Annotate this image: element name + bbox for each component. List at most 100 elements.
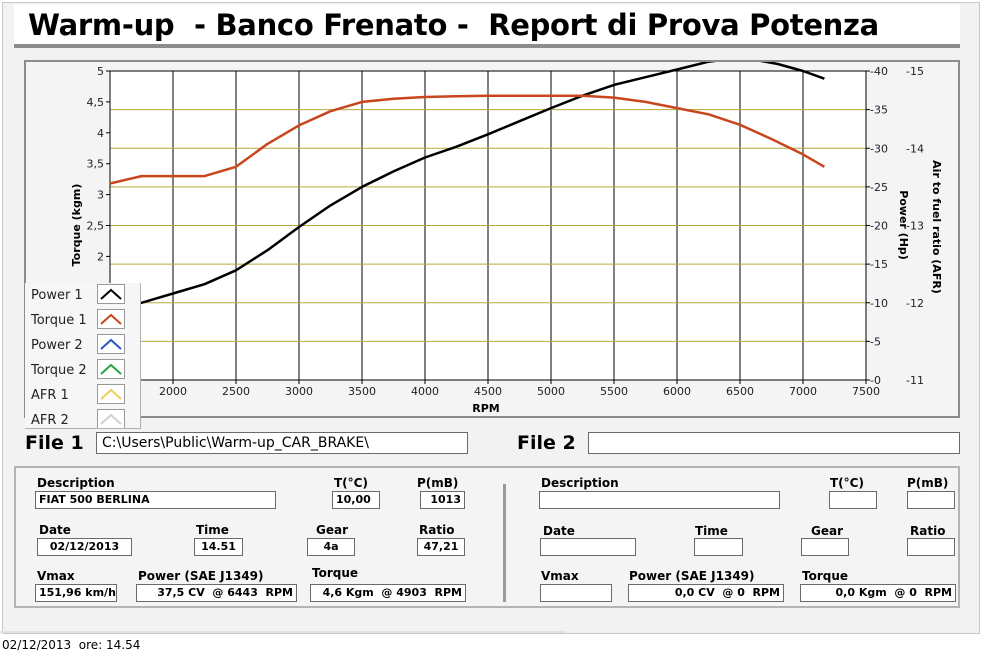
t2-time-field[interactable] [694, 538, 743, 556]
rpm-tick-label: 3500 [348, 385, 376, 398]
power-tick-label: -25 [870, 181, 888, 194]
rpm-tick-label: 3000 [285, 385, 313, 398]
legend-item-torque-2[interactable]: Torque 2 [25, 358, 140, 383]
torque-axis-title: Torque (kgm) [70, 184, 83, 267]
t2-ratio-field[interactable] [907, 538, 955, 556]
afr-tick-label: -12 [906, 297, 924, 310]
power-axis-ticks: -0 -5 -10 -15 -20 -25 -30 -35 -40 [866, 65, 888, 387]
t1-torque-field[interactable]: 4,6 Kgm @ 4903 RPM [310, 584, 466, 602]
rpm-tick-label: 4000 [411, 385, 439, 398]
legend-swatch-power-2 [97, 334, 125, 354]
t1-ratio-label: Ratio [419, 523, 455, 537]
t1-date-field[interactable]: 02/12/2013 [37, 538, 132, 556]
power-tick-label: -5 [870, 335, 881, 348]
t2-pressure-label: P(mB) [907, 476, 949, 490]
torque-tick-label: 3 [97, 189, 104, 202]
t1-pressure-label: P(mB) [417, 476, 459, 490]
rpm-axis-ticks: 2000 2500 3000 3500 4000 4500 5000 5500 6000 6500… [159, 380, 880, 398]
legend-item-torque-1[interactable]: Torque 1 [25, 308, 140, 333]
t1-temperature-label: T(°C) [334, 476, 368, 490]
t2-torque-label: Torque [802, 569, 849, 583]
power-tick-label: -30 [870, 142, 888, 155]
t2-date-label: Date [543, 524, 575, 538]
chart-legend: Power 1 Torque 1 Power 2 Torque 2 AFR 1 … [25, 283, 141, 429]
file1-label: File 1 [25, 432, 84, 454]
legend-label: AFR 1 [31, 388, 69, 403]
t2-time-label: Time [695, 524, 728, 538]
afr-axis-title: Air to fuel ratio (AFR) [930, 160, 943, 294]
legend-swatch-power-1 [97, 284, 125, 304]
t2-date-field[interactable] [540, 538, 636, 556]
afr-tick-label: -15 [906, 65, 924, 78]
dyno-chart: 11,522,533,544,55 -0-5-10-15-20-25-30-35… [70, 62, 943, 415]
afr-tick-label: -13 [906, 220, 924, 233]
t1-description-field[interactable]: FIAT 500 BERLINA [35, 491, 276, 509]
chart-panel: 11,522,533,544,55 -0-5-10-15-20-25-30-35… [24, 60, 960, 418]
rpm-tick-label: 2000 [159, 385, 187, 398]
series-line-power-1 [109, 62, 825, 312]
power-tick-label: -10 [870, 297, 888, 310]
legend-item-afr-1[interactable]: AFR 1 [25, 383, 140, 408]
x-axis-title: RPM [472, 402, 499, 415]
legend-label: Torque 1 [31, 313, 87, 328]
legend-item-power-1[interactable]: Power 1 [25, 283, 140, 308]
rpm-tick-label: 7000 [789, 385, 817, 398]
legend-label: Torque 2 [31, 363, 87, 378]
file2-path-field[interactable] [588, 432, 960, 454]
t2-vmax-field[interactable] [540, 584, 612, 602]
t2-description-field[interactable] [539, 491, 780, 509]
print-timestamp: 02/12/2013 ore: 14.54 [2, 638, 141, 652]
t1-vmax-label: Vmax [37, 569, 75, 583]
t2-gear-label: Gear [811, 524, 844, 538]
legend-swatch-afr-2 [97, 409, 125, 428]
legend-swatch-afr-1 [97, 384, 125, 404]
t2-description-label: Description [541, 476, 619, 490]
legend-label: Power 2 [31, 338, 83, 353]
t2-vmax-label: Vmax [541, 569, 579, 583]
torque-tick-label: 3,5 [87, 158, 105, 171]
t1-date-label: Date [39, 523, 71, 537]
horizontal-gridlines [110, 109, 866, 342]
t2-temperature-field[interactable] [829, 491, 877, 509]
t1-description-label: Description [37, 476, 115, 490]
t1-ratio-field[interactable]: 47,21 [417, 538, 465, 556]
rpm-tick-label: 2500 [222, 385, 250, 398]
t1-vmax-field[interactable]: 151,96 km/h [35, 584, 117, 602]
title-bar [14, 4, 960, 46]
series-line-torque-1 [109, 94, 826, 185]
rpm-tick-label: 5000 [537, 385, 565, 398]
afr-tick-label: -11 [906, 374, 924, 387]
legend-swatch-torque-2 [97, 359, 125, 379]
power-tick-label: -15 [870, 258, 888, 271]
legend-item-power-2[interactable]: Power 2 [25, 333, 140, 358]
title-underline [14, 44, 960, 48]
power-tick-label: -40 [870, 65, 888, 78]
t1-torque-label: Torque [312, 566, 359, 580]
afr-axis-ticks: -11 -12 -13 -14 -15 [906, 65, 924, 387]
torque-tick-label: 2 [97, 250, 104, 263]
t2-ratio-label: Ratio [910, 524, 946, 538]
torque-tick-label: 4 [97, 127, 104, 140]
file2-label: File 2 [517, 432, 576, 454]
power-tick-label: -35 [870, 104, 888, 117]
t2-power-field[interactable]: 0,0 CV @ 0 RPM [628, 584, 784, 602]
t1-gear-label: Gear [316, 523, 349, 537]
power-tick-label: -0 [870, 374, 881, 387]
t1-time-field[interactable]: 14.51 [194, 538, 243, 556]
t1-time-label: Time [196, 523, 229, 537]
t2-gear-field[interactable] [801, 538, 849, 556]
file1-path-field[interactable]: C:\Users\Public\Warm-up_CAR_BRAKE\ [96, 432, 468, 454]
t1-gear-field[interactable]: 4a [307, 538, 355, 556]
t1-pressure-field[interactable]: 1013 [420, 491, 465, 509]
t2-torque-field[interactable]: 0,0 Kgm @ 0 RPM [800, 584, 956, 602]
t1-temperature-field[interactable]: 10,00 [332, 491, 380, 509]
t2-pressure-field[interactable] [907, 491, 955, 509]
legend-item-afr-2[interactable]: AFR 2 [25, 408, 140, 428]
t1-power-field[interactable]: 37,5 CV @ 6443 RPM [136, 584, 297, 602]
t1-power-label: Power (SAE J1349) [138, 569, 264, 583]
legend-label: Power 1 [31, 288, 83, 303]
footer-divider [0, 631, 566, 633]
legend-label: AFR 2 [31, 413, 69, 428]
rpm-tick-label: 7500 [852, 385, 880, 398]
